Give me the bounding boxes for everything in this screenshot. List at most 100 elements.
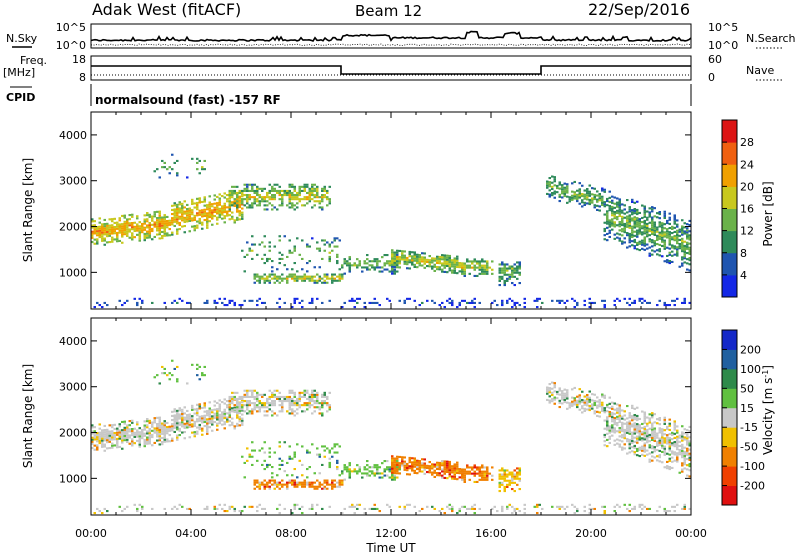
power-cell	[256, 185, 259, 188]
velocity-cell	[633, 451, 636, 454]
velocity-cell	[288, 455, 291, 458]
velocity-cell	[583, 403, 586, 406]
power-cell	[596, 198, 599, 201]
power-cell	[171, 168, 174, 171]
velocity-cell	[646, 422, 649, 425]
velocity-cell	[196, 374, 199, 377]
power-cell	[461, 299, 464, 302]
power-cell	[251, 185, 254, 188]
velocity-cell	[683, 428, 686, 431]
power-cell	[508, 277, 511, 280]
power-cell	[628, 222, 631, 225]
power-cell	[353, 262, 356, 265]
power-cell	[413, 257, 416, 260]
velocity-cell	[123, 426, 126, 429]
power-cell	[336, 275, 339, 278]
velocity-cell	[191, 415, 194, 418]
velocity-cell	[396, 468, 399, 471]
power-cell	[608, 200, 611, 203]
velocity-cell	[216, 418, 219, 421]
power-cell	[578, 182, 581, 185]
power-cell	[96, 242, 99, 245]
power-colorbar-label: Power [dB]	[761, 181, 775, 246]
velocity-cell	[271, 483, 274, 486]
velocity-cell	[153, 427, 156, 430]
velocity-cell	[451, 510, 454, 513]
velocity-cell	[561, 390, 564, 393]
velocity-cell	[303, 393, 306, 396]
power-cell	[311, 194, 314, 197]
velocity-cell	[231, 402, 234, 405]
power-cell	[686, 223, 689, 226]
velocity-cell	[338, 479, 341, 482]
power-cell	[388, 262, 391, 265]
velocity-cell	[638, 503, 641, 506]
velocity-cell	[348, 505, 351, 508]
velocity-cell	[428, 469, 431, 472]
power-cell	[361, 266, 364, 269]
velocity-cell	[103, 433, 106, 436]
power-cell	[281, 279, 284, 282]
power-cell	[163, 218, 166, 221]
power-cell	[186, 301, 189, 304]
colorbar-tick-label: 20	[740, 180, 754, 193]
power-cell	[228, 196, 231, 199]
power-cell	[93, 306, 96, 309]
velocity-cell	[478, 507, 481, 510]
power-cell	[321, 194, 324, 197]
power-cell	[281, 194, 284, 197]
velocity-cell	[143, 426, 146, 429]
velocity-cell	[193, 420, 196, 423]
power-cell	[198, 222, 201, 225]
power-cell	[223, 192, 226, 195]
velocity-cell	[646, 428, 649, 431]
power-cell	[181, 202, 184, 205]
velocity-cell	[128, 428, 131, 431]
velocity-cell	[176, 428, 179, 431]
power-cell	[561, 188, 564, 191]
power-cell	[241, 193, 244, 196]
power-cell	[683, 240, 686, 243]
power-cell	[246, 194, 249, 197]
velocity-cell	[208, 411, 211, 414]
power-cell	[658, 243, 661, 246]
colorbar-tick-label: 15	[740, 402, 754, 415]
power-cell	[326, 281, 329, 284]
velocity-cell	[103, 445, 106, 448]
power-cell	[308, 198, 311, 201]
power-cell	[518, 304, 521, 307]
velocity-cell	[516, 471, 519, 474]
velocity-cell	[576, 395, 579, 398]
power-cell	[631, 231, 634, 234]
power-cell	[673, 222, 676, 225]
power-cell	[308, 275, 311, 278]
velocity-cell	[683, 461, 686, 464]
velocity-cell	[451, 477, 454, 480]
power-cell	[243, 270, 246, 273]
velocity-cell	[101, 441, 104, 444]
power-cell	[113, 226, 116, 229]
velocity-cell	[143, 424, 146, 427]
power-cell	[418, 254, 421, 257]
power-cell	[128, 218, 131, 221]
velocity-cell	[293, 414, 296, 417]
power-cell	[551, 181, 554, 184]
velocity-cell	[623, 428, 626, 431]
velocity-cell	[186, 507, 189, 510]
velocity-cell	[213, 421, 216, 424]
power-cell	[561, 192, 564, 195]
power-cell	[606, 212, 609, 215]
power-cell	[258, 187, 261, 190]
velocity-cell	[316, 453, 319, 456]
velocity-cell	[391, 461, 394, 464]
power-cell	[156, 229, 159, 232]
power-cell	[226, 212, 229, 215]
power-cell	[636, 243, 639, 246]
power-cell	[668, 243, 671, 246]
power-cell	[186, 216, 189, 219]
velocity-cell	[556, 505, 559, 508]
velocity-cell	[186, 420, 189, 423]
velocity-cell	[651, 434, 654, 437]
power-cell	[223, 304, 226, 307]
power-cell	[206, 216, 209, 219]
